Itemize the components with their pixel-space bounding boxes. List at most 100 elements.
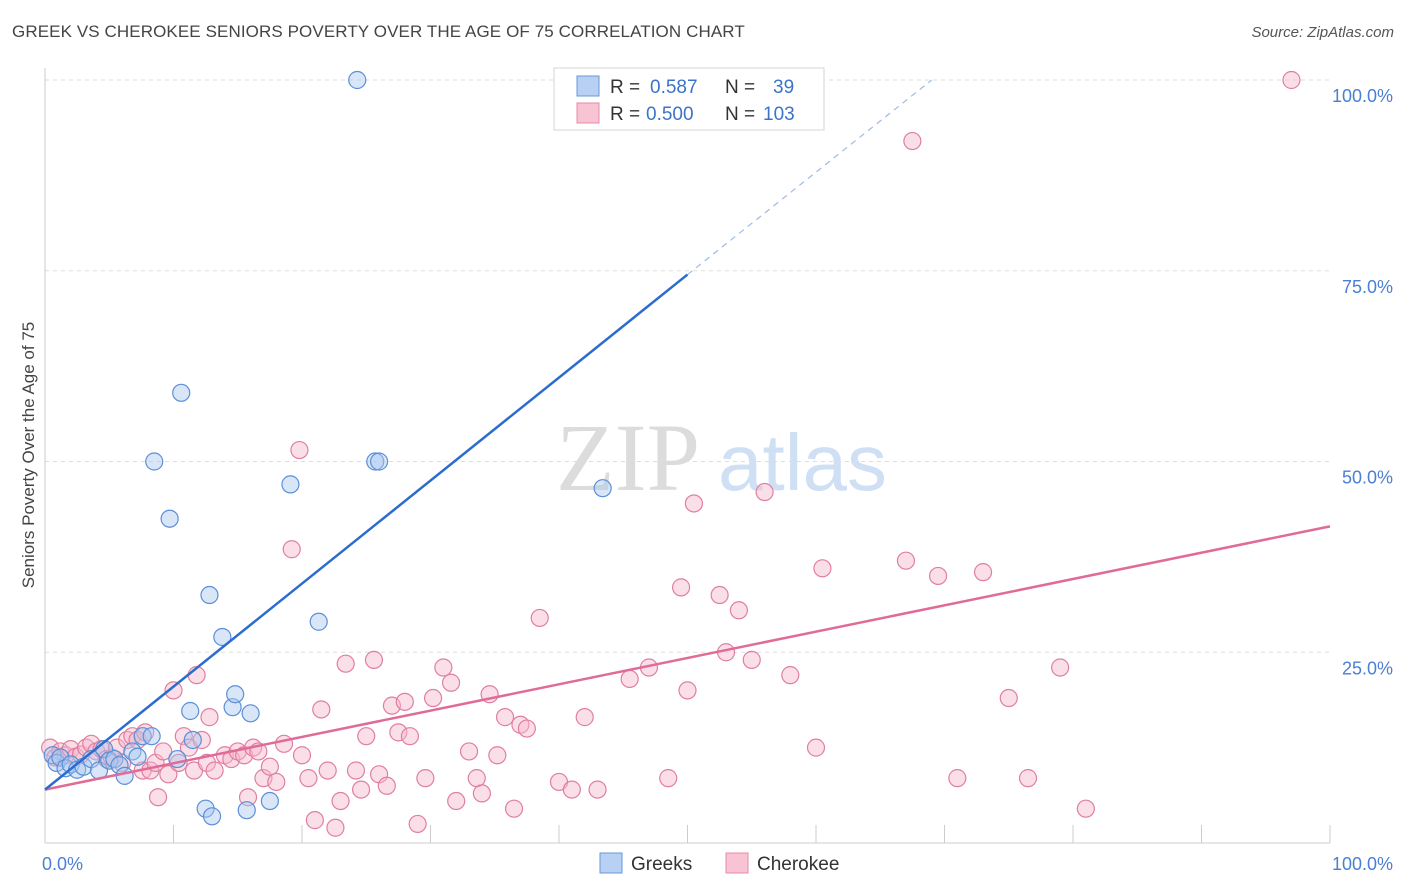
trend-lines [44, 79, 1331, 791]
cherokee-point [274, 734, 294, 753]
legend-greek-n-label: N = [725, 77, 755, 98]
greek-point [51, 748, 70, 767]
cherokee-point [238, 788, 258, 807]
cherokee-point [326, 818, 345, 837]
cherokee-trend-line [44, 525, 1331, 791]
greek-point [213, 627, 232, 647]
cherokee-point [903, 131, 922, 151]
x-tick-label: 100.0% [1332, 854, 1393, 874]
bottom-legend-cherokee-label: Cherokee [757, 854, 839, 875]
cherokee-point [205, 761, 224, 780]
cherokee-point [472, 784, 491, 803]
cherokee-point [400, 727, 420, 746]
cherokee-point [352, 780, 371, 799]
greek-point [196, 799, 215, 818]
cherokee-point [267, 772, 286, 792]
greek-point [115, 766, 134, 785]
cherokee-point [488, 746, 507, 765]
watermark-zip: ZIP [556, 404, 700, 511]
cherokee-point [434, 658, 453, 677]
cherokee-point [164, 681, 183, 700]
cherokee-point [781, 666, 800, 685]
bottom-legend-greek-label: Greeks [631, 854, 692, 875]
greek-point [241, 704, 260, 723]
cherokee-point [408, 814, 427, 834]
correlation-legend: R = 0.587 N = 39 R = 0.500 N = 103 [553, 67, 825, 131]
legend-greek-swatch [576, 75, 600, 97]
greek-point [183, 730, 202, 750]
cherokee-point [999, 688, 1018, 708]
tick-labels: 25.0% 50.0% 75.0% 100.0% 0.0% 100.0% [42, 86, 1393, 874]
greek-point [128, 747, 147, 766]
cherokee-point [659, 769, 678, 788]
cherokee-point [260, 757, 279, 776]
cherokee-point [504, 799, 524, 818]
bottom-legend-cherokee-swatch [725, 852, 749, 874]
cherokee-point [973, 563, 993, 582]
cherokee-point [813, 559, 832, 578]
source-label: Source: ZipAtlas.com [1251, 24, 1394, 41]
cherokee-point [290, 440, 309, 460]
legend-cherokee-n-label: N = [725, 104, 755, 125]
greek-point [172, 383, 191, 402]
legend-cherokee-swatch [576, 102, 600, 124]
greek-point [260, 791, 279, 811]
legend-cherokee-n-value: 103 [763, 104, 795, 125]
cherokee-point [447, 791, 466, 811]
cherokee-point [806, 738, 826, 757]
cherokee-point [1051, 658, 1070, 677]
y-tick-label: 75.0% [1342, 277, 1393, 297]
cherokee-point [331, 791, 350, 811]
cherokee-point [416, 769, 435, 788]
cherokee-point [312, 700, 331, 719]
greek-trend-line [44, 273, 689, 791]
cherokee-point [588, 780, 607, 799]
legend-cherokee-r-label: R = [610, 104, 640, 125]
cherokee-point [562, 780, 581, 799]
cherokee-point [620, 669, 639, 689]
cherokee-point [729, 601, 749, 620]
greek-point [123, 742, 142, 761]
cherokee-point [710, 585, 729, 605]
cherokee-point [200, 708, 219, 727]
y-axis-label: Seniors Poverty Over the Age of 75 [19, 322, 38, 588]
greek-point [142, 727, 161, 746]
greek-point [181, 701, 200, 721]
cherokee-point [948, 769, 967, 788]
greek-point [348, 70, 367, 90]
cherokee-point [1018, 769, 1038, 788]
cherokee-point [467, 769, 486, 788]
greek-point [309, 612, 328, 631]
cherokee-point [459, 742, 479, 761]
cherokee-point [292, 746, 312, 765]
cherokee-point [299, 769, 318, 788]
cherokee-point [678, 681, 697, 700]
cherokee-point [159, 765, 178, 784]
greek-trend-extension [687, 79, 933, 276]
x-tick-label: 0.0% [42, 854, 83, 874]
cherokee-point [742, 650, 761, 669]
cherokee-point [1076, 799, 1095, 818]
greek-points [43, 70, 612, 826]
watermark: ZIP atlas [556, 404, 887, 511]
cherokee-point [423, 688, 443, 708]
cherokee-point [346, 761, 366, 780]
greek-point [160, 509, 179, 528]
cherokee-point [389, 723, 408, 742]
y-tick-label: 50.0% [1342, 468, 1393, 488]
cherokee-point [495, 708, 515, 727]
cherokee-point [364, 650, 384, 669]
greek-point [202, 807, 222, 826]
cherokee-point [377, 776, 396, 795]
bottom-legend-greek-swatch [599, 852, 623, 874]
cherokee-point [336, 654, 355, 673]
legend-cherokee-r-value: 0.500 [646, 104, 694, 125]
chart-title: GREEK VS CHEROKEE SENIORS POVERTY OVER T… [12, 22, 745, 41]
cherokee-point [575, 708, 594, 727]
greek-point [168, 749, 187, 769]
cherokee-point [305, 811, 324, 830]
legend-greek-n-value: 39 [773, 77, 794, 98]
y-tick-label: 100.0% [1332, 86, 1393, 106]
greek-point [200, 585, 219, 605]
